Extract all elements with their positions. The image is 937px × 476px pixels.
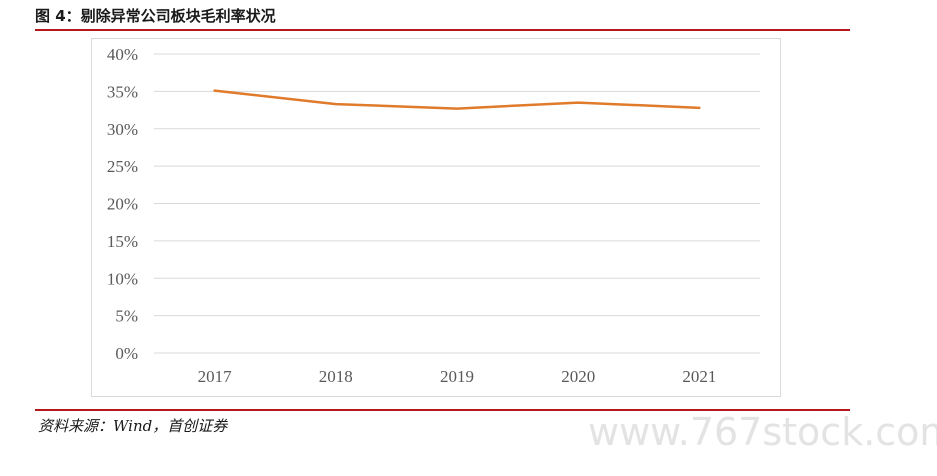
y-tick-label: 15% [107,232,138,251]
bottom-rule [35,409,850,411]
x-tick-label: 2017 [198,367,233,386]
y-tick-label: 10% [107,269,138,288]
top-rule [35,29,850,31]
x-tick-label: 2021 [682,367,716,386]
x-tick-label: 2018 [319,367,353,386]
y-tick-label: 25% [107,157,138,176]
y-tick-label: 40% [107,45,138,64]
chart-frame [91,38,781,397]
watermark: www.767stock.com [588,410,937,454]
y-tick-label: 20% [107,195,138,214]
source-note: 资料来源：Wind，首创证券 [38,417,228,435]
y-tick-label: 30% [107,120,138,139]
x-tick-label: 2020 [561,367,595,386]
y-tick-label: 5% [115,307,138,326]
y-tick-label: 35% [107,82,138,101]
x-tick-label: 2019 [440,367,474,386]
series-line [213,89,701,110]
figure-title: 图 4：剔除异常公司板块毛利率状况 [35,7,276,25]
y-tick-label: 0% [115,344,138,363]
